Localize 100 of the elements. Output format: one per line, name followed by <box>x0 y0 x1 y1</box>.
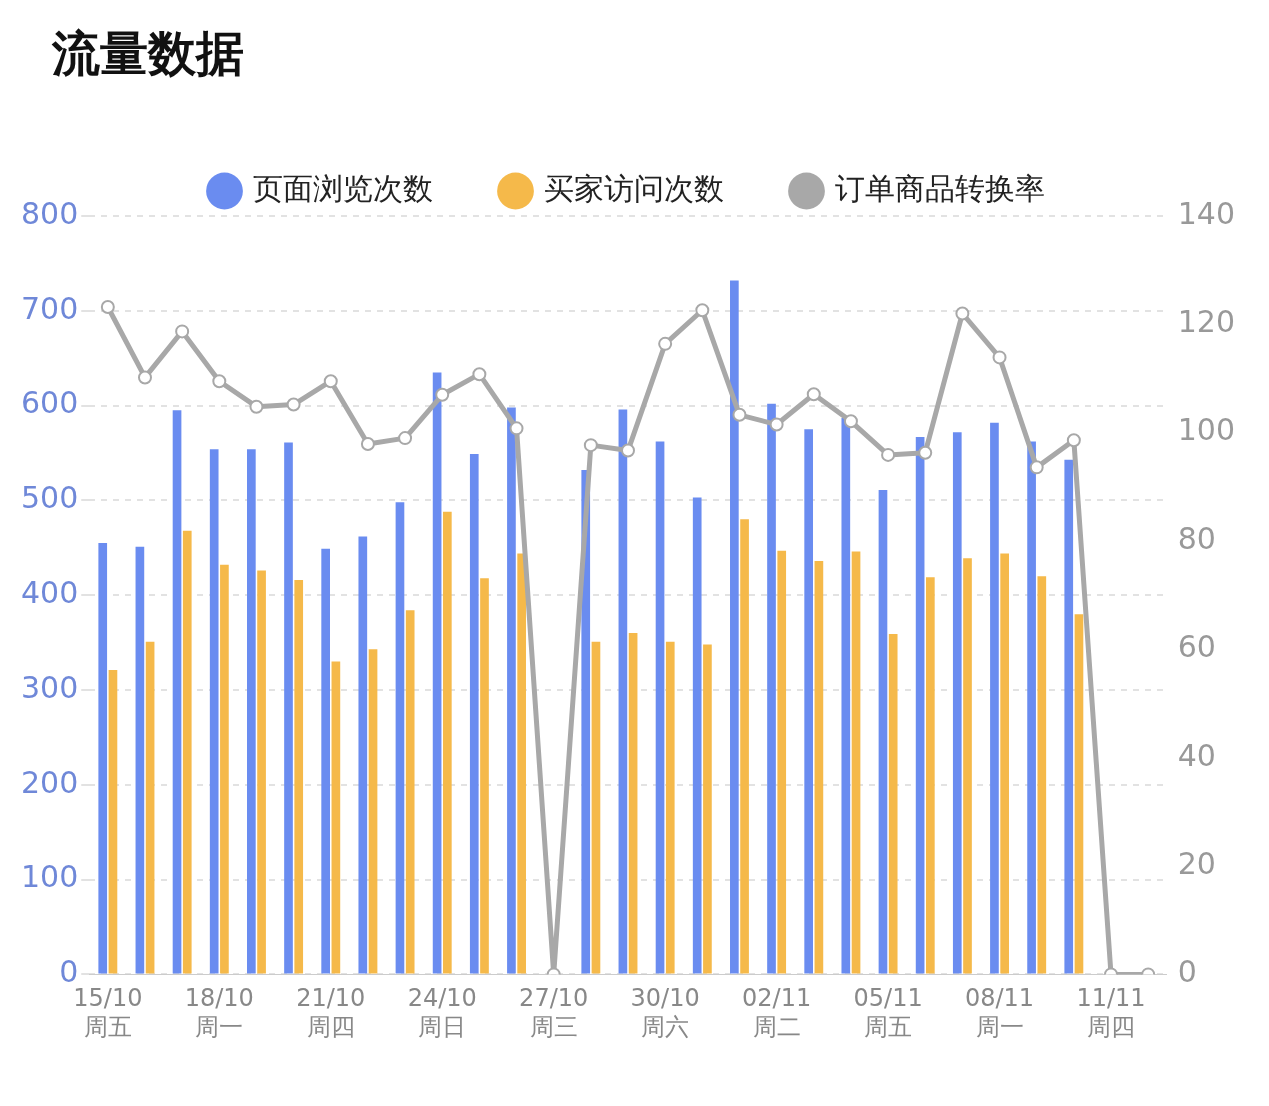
bar <box>405 610 415 974</box>
bar <box>665 641 675 974</box>
bar <box>145 641 155 974</box>
point <box>137 370 152 385</box>
bar <box>358 536 368 974</box>
point <box>175 324 190 339</box>
legend-label: 订单商品转换率 <box>834 170 1045 206</box>
bar <box>294 580 304 974</box>
bar <box>321 548 330 974</box>
point <box>509 421 524 436</box>
y2-tick-label: 120 <box>1177 304 1235 340</box>
point <box>732 407 747 422</box>
x-tick-label: 02/11 周二 <box>742 984 812 1041</box>
bar <box>480 578 489 974</box>
bar <box>108 670 118 974</box>
y-tick-label: 700 <box>21 290 79 326</box>
bar <box>655 441 665 974</box>
bar <box>220 564 229 974</box>
bar <box>442 511 452 974</box>
bar <box>1000 553 1009 974</box>
bar <box>730 280 739 974</box>
x-tick-label: 27/10 周三 <box>519 984 589 1041</box>
bar <box>926 577 935 974</box>
bar <box>247 449 256 974</box>
point <box>992 350 1007 365</box>
x-tick-label: 21/10 周四 <box>296 984 366 1041</box>
bar <box>182 530 192 974</box>
bar <box>507 407 516 974</box>
point <box>918 445 933 460</box>
y-tick-label: 600 <box>21 385 79 421</box>
bar <box>878 489 888 974</box>
y2-tick-label: 140 <box>1177 195 1235 231</box>
point <box>1029 460 1044 475</box>
x-tick-label: 05/11 周五 <box>853 984 923 1041</box>
bar <box>915 436 925 974</box>
bar <box>777 550 787 974</box>
bar <box>172 410 182 974</box>
point <box>806 387 821 402</box>
bar <box>841 417 851 974</box>
x-tick-label: 18/10 周一 <box>184 984 254 1041</box>
point <box>100 300 115 315</box>
y-tick-label: 800 <box>21 195 79 231</box>
point <box>843 414 858 429</box>
y2-tick-label: 80 <box>1177 520 1216 556</box>
y-tick-label: 400 <box>21 575 79 610</box>
point <box>583 438 598 453</box>
bar <box>368 649 378 974</box>
point <box>769 417 784 432</box>
y2-tick-label: 60 <box>1177 629 1216 665</box>
bar <box>888 634 898 974</box>
x-tick-label: 24/10 周日 <box>407 984 477 1041</box>
bar <box>469 453 479 974</box>
y-tick-label: 100 <box>21 859 79 895</box>
bar <box>517 553 526 974</box>
bar <box>331 661 341 974</box>
y2-tick-label: 0 <box>1177 954 1197 990</box>
bar <box>851 551 861 974</box>
bar <box>963 558 972 974</box>
point <box>286 397 301 412</box>
point <box>955 306 970 321</box>
point <box>1066 433 1081 448</box>
point <box>621 443 635 458</box>
point <box>249 399 264 414</box>
bar <box>814 561 824 974</box>
bar <box>618 409 628 974</box>
y2-tick-label: 20 <box>1177 845 1216 881</box>
bar <box>591 641 601 974</box>
point <box>472 367 487 382</box>
legend-label: 买家访问次数 <box>543 170 724 206</box>
point <box>212 374 227 389</box>
bar <box>740 519 749 974</box>
bar <box>692 497 702 974</box>
legend-label: 页面浏览次数 <box>252 170 433 206</box>
bar <box>257 570 266 974</box>
bar <box>767 403 776 974</box>
bar <box>703 644 712 974</box>
point <box>658 336 673 351</box>
x-tick-label: 11/11 周四 <box>1076 984 1146 1041</box>
bar <box>1064 459 1074 974</box>
bar <box>135 546 145 974</box>
bar <box>990 422 999 974</box>
bar <box>395 502 405 974</box>
point <box>323 374 338 389</box>
x-tick-label: 30/10 周六 <box>630 984 700 1041</box>
point <box>435 387 450 402</box>
y-tick-label: 500 <box>21 480 79 516</box>
bar <box>209 449 219 974</box>
y2-tick-label: 100 <box>1177 412 1235 448</box>
x-tick-label: 15/10 周五 <box>73 984 143 1041</box>
chart-title: 流量数据 <box>51 24 245 83</box>
bar <box>1027 441 1036 974</box>
bar <box>1037 576 1047 974</box>
bar <box>1074 614 1084 974</box>
bar <box>98 543 108 974</box>
point <box>360 437 375 452</box>
y-tick-label: 200 <box>21 764 79 800</box>
bar <box>804 429 814 974</box>
bar <box>432 372 442 974</box>
x-tick-label: 08/11 周一 <box>964 984 1035 1041</box>
bar <box>952 432 962 974</box>
